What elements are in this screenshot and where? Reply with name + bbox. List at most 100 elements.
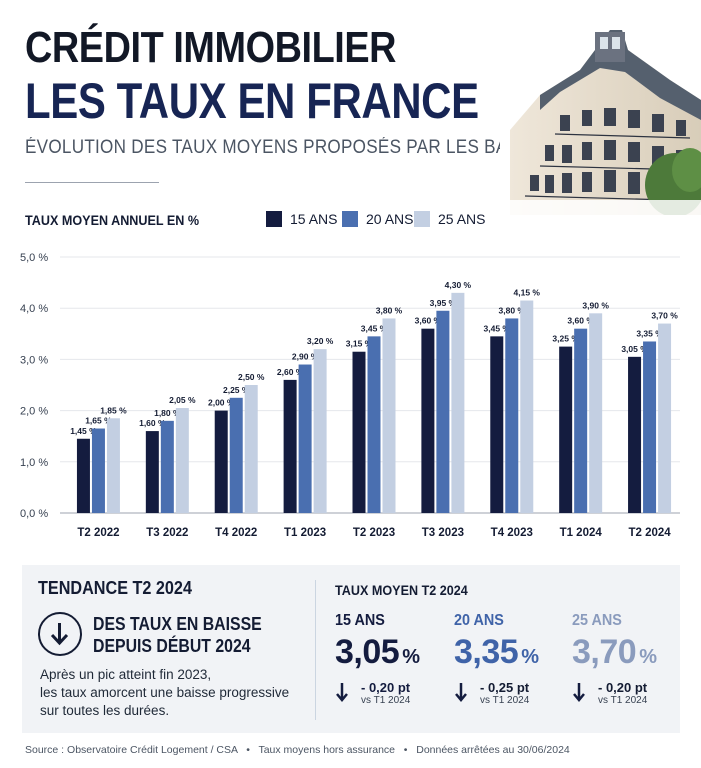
x-tick-label: T4 2023 <box>491 527 533 539</box>
footer-separator: • <box>397 744 414 756</box>
bar-20-ans <box>91 428 105 513</box>
data-label: 3,45 % <box>484 323 511 333</box>
bar-15-ans <box>76 438 90 513</box>
legend-item-20-ans: 20 ANS <box>342 211 413 227</box>
footer-note-date: Données arrêtées au 30/06/2024 <box>416 744 570 756</box>
x-tick-label: T2 2024 <box>628 527 671 539</box>
data-label: 3,80 % <box>499 305 526 315</box>
stat-unit: % <box>639 646 657 668</box>
bar-25-ans <box>244 385 258 513</box>
bar-20-ans <box>643 341 657 513</box>
stat-value: 3,70% <box>572 632 692 677</box>
y-tick-label: 1,0 % <box>20 457 48 469</box>
footer-separator: • <box>240 744 256 756</box>
legend-item-15-ans: 15 ANS <box>266 211 337 227</box>
page-title-line2: LES TAUX EN FRANCE <box>25 73 479 129</box>
stat-label: 15 ANS <box>335 612 385 629</box>
bar-25-ans <box>658 323 672 513</box>
bar-20-ans <box>367 336 381 513</box>
trend-headline-line1: DES TAUX EN BAISSE <box>93 614 262 634</box>
trend-body-line1: Après un pic atteint fin 2023, <box>40 667 212 682</box>
stat-15-ans: 15 ANS 3,05% - 0,20 pt vs T1 2024 <box>335 612 455 706</box>
bar-20-ans <box>436 310 450 513</box>
y-tick-label: 0,0 % <box>20 508 48 520</box>
stat-change: - 0,25 pt vs T1 2024 <box>454 681 574 706</box>
chart-legend-title: TAUX MOYEN ANNUEL EN % <box>25 212 200 228</box>
bar-15-ans <box>490 336 504 513</box>
trend-body: Après un pic atteint fin 2023, les taux … <box>40 666 300 720</box>
stat-value: 3,05% <box>335 632 455 677</box>
legend-swatch-25-ans <box>414 211 430 227</box>
bar-25-ans <box>589 313 603 513</box>
data-label: 1,45 % <box>70 426 97 436</box>
panel-divider <box>315 580 316 720</box>
bar-15-ans <box>352 351 366 513</box>
data-label: 4,30 % <box>445 280 472 290</box>
y-tick-label: 5,0 % <box>20 252 48 264</box>
x-tick-label: T2 2022 <box>77 527 119 539</box>
legend-label-25-ans: 25 ANS <box>438 211 486 227</box>
arrow-down-icon <box>455 683 467 702</box>
legend-swatch-15-ans <box>266 211 282 227</box>
stat-delta: - 0,25 pt <box>480 680 530 695</box>
data-label: 3,95 % <box>430 298 457 308</box>
stat-number: 3,35 <box>454 633 519 671</box>
bar-25-ans <box>382 318 396 513</box>
bar-15-ans <box>628 356 642 513</box>
trend-body-line2: les taux amorcent une baisse progressive <box>40 685 290 700</box>
data-label: 1,85 % <box>100 405 127 415</box>
footer: Source : Observatoire Crédit Logement / … <box>25 744 570 756</box>
x-tick-label: T1 2023 <box>284 527 326 539</box>
stat-number: 3,70 <box>572 633 637 671</box>
stat-number: 3,05 <box>335 633 400 671</box>
bar-20-ans <box>574 328 588 513</box>
bar-15-ans <box>214 410 228 513</box>
bar-15-ans <box>145 431 159 513</box>
x-tick-label: T2 2023 <box>353 527 395 539</box>
bar-15-ans <box>559 346 573 513</box>
y-tick-label: 2,0 % <box>20 406 48 418</box>
stat-reference: vs T1 2024 <box>361 695 411 706</box>
bar-20-ans <box>229 397 243 513</box>
data-label: 3,05 % <box>621 344 648 354</box>
trend-headline-line2: DEPUIS DÉBUT 2024 <box>93 636 251 656</box>
data-label: 3,20 % <box>307 336 334 346</box>
arrow-down-icon <box>573 683 585 702</box>
stat-unit: % <box>402 646 420 668</box>
data-label: 3,15 % <box>346 339 373 349</box>
trend-body-line3: sur toutes les durées. <box>40 703 170 718</box>
data-label: 3,45 % <box>361 323 388 333</box>
trend-headline: DES TAUX EN BAISSE DEPUIS DÉBUT 2024 <box>93 613 262 657</box>
stat-25-ans: 25 ANS 3,70% - 0,20 pt vs T1 2024 <box>572 612 692 706</box>
stat-label: 20 ANS <box>454 612 504 629</box>
trend-panel <box>22 565 680 733</box>
stat-delta: - 0,20 pt <box>598 680 648 695</box>
data-label: 3,90 % <box>582 300 609 310</box>
data-label: 2,05 % <box>169 395 196 405</box>
data-label: 2,50 % <box>238 372 265 382</box>
stat-value: 3,35% <box>454 632 574 677</box>
legend-item-25-ans: 25 ANS <box>414 211 485 227</box>
data-label: 1,80 % <box>154 408 181 418</box>
y-tick-label: 4,0 % <box>20 303 48 315</box>
data-label: 1,65 % <box>85 416 112 426</box>
data-label: 4,15 % <box>514 288 541 298</box>
stat-reference: vs T1 2024 <box>480 695 530 706</box>
arrow-down-icon <box>50 623 69 646</box>
legend-label-15-ans: 15 ANS <box>290 211 338 227</box>
legend-swatch-20-ans <box>342 211 358 227</box>
page-title-line1: CRÉDIT IMMOBILIER <box>25 23 397 72</box>
bar-20-ans <box>160 420 174 513</box>
data-label: 3,70 % <box>651 311 678 321</box>
stat-reference: vs T1 2024 <box>598 695 648 706</box>
bar-15-ans <box>421 328 435 513</box>
x-tick-label: T3 2022 <box>146 527 188 539</box>
data-label: 3,60 % <box>567 316 594 326</box>
y-tick-label: 3,0 % <box>20 354 48 366</box>
bar-25-ans <box>520 300 534 513</box>
stats-title: TAUX MOYEN T2 2024 <box>335 582 468 598</box>
data-label: 3,35 % <box>636 328 663 338</box>
data-label: 2,60 % <box>277 367 304 377</box>
stat-unit: % <box>521 646 539 668</box>
footer-source: Source : Observatoire Crédit Logement / … <box>25 744 238 756</box>
